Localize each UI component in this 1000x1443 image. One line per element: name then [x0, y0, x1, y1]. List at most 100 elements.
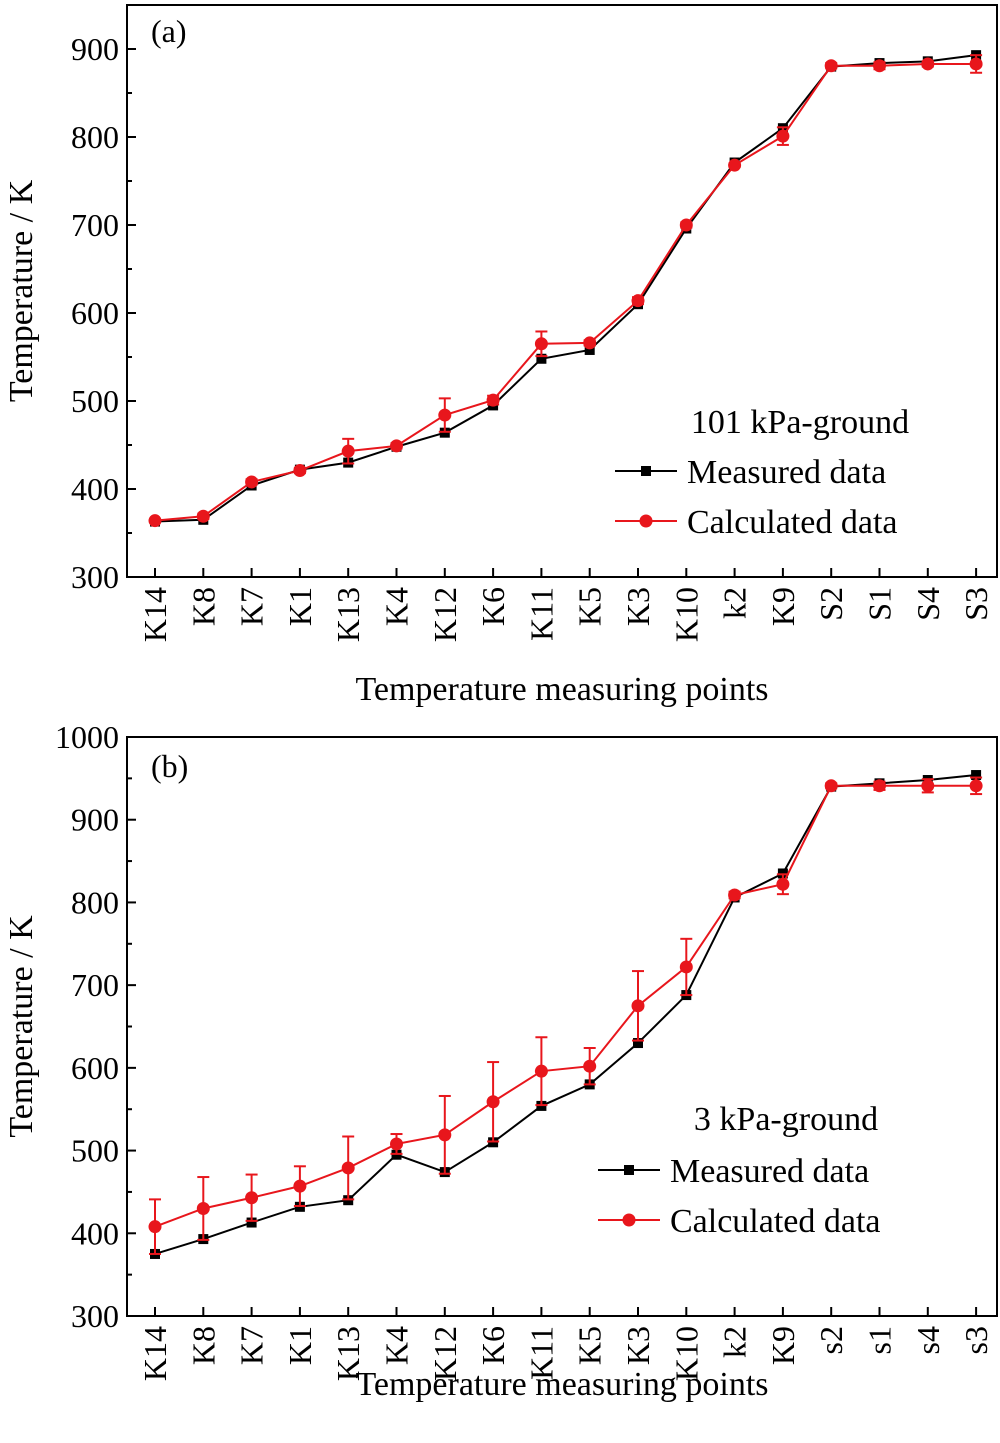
x-tick-label: K8 — [185, 587, 221, 626]
x-tick-label: s3 — [958, 1326, 994, 1354]
x-tick-label: k2 — [717, 587, 753, 619]
data-point — [631, 294, 645, 308]
data-point — [971, 770, 982, 781]
x-tick-label: K3 — [620, 1326, 656, 1365]
x-tick-label: K14 — [137, 587, 173, 642]
data-point — [824, 59, 838, 73]
data-point — [921, 779, 935, 793]
x-tick-label: K6 — [475, 587, 511, 626]
data-point — [728, 158, 742, 172]
y-tick-label: 1000 — [55, 719, 119, 755]
legend-item: Calculated data — [598, 1203, 881, 1240]
legend-title: 3 kPa-ground — [694, 1101, 878, 1138]
x-tick-label: K13 — [330, 587, 366, 642]
x-tick-label: K11 — [523, 1326, 559, 1380]
x-axis-title: Temperature measuring points — [355, 1366, 768, 1403]
x-tick-label: K8 — [185, 1326, 221, 1365]
legend-label: Measured data — [670, 1153, 869, 1190]
legend-label: Measured data — [687, 454, 886, 491]
y-tick-label: 900 — [71, 31, 119, 67]
data-point — [245, 475, 259, 489]
legend-marker — [622, 1213, 636, 1227]
data-point — [293, 464, 307, 478]
series-line — [154, 54, 977, 523]
plot-frame — [126, 4, 998, 578]
data-point — [438, 408, 452, 422]
data-point — [679, 960, 693, 974]
series-line — [154, 62, 977, 522]
data-point — [584, 344, 595, 355]
data-point — [245, 1191, 259, 1205]
x-tick-label: K12 — [427, 587, 463, 642]
y-tick-label: 300 — [71, 1298, 119, 1334]
data-point — [728, 888, 742, 902]
y-tick-label: 900 — [71, 802, 119, 838]
x-tick-label: K7 — [234, 587, 270, 626]
data-point — [921, 57, 935, 71]
x-tick-label: K6 — [475, 1326, 511, 1365]
series-calculated — [148, 776, 983, 1255]
data-point — [246, 1217, 257, 1228]
y-tick-label: 700 — [71, 967, 119, 1003]
x-tick-label: S4 — [910, 587, 946, 621]
data-point — [486, 1095, 500, 1109]
data-point — [390, 1137, 403, 1151]
y-tick-label: 700 — [71, 207, 119, 243]
data-point — [633, 1038, 643, 1049]
data-point — [873, 779, 886, 793]
x-tick-label: S3 — [958, 587, 994, 621]
x-tick-label: K9 — [765, 587, 801, 626]
legend-title: 101 kPa-ground — [691, 404, 909, 441]
data-point — [679, 218, 693, 232]
x-tick-label: S1 — [862, 587, 898, 621]
data-point — [196, 1201, 210, 1215]
x-tick-label: K10 — [668, 587, 704, 642]
x-tick-label: K10 — [668, 1326, 704, 1381]
x-tick-label: s2 — [813, 1326, 849, 1354]
y-tick-label: 800 — [71, 119, 119, 155]
legend-item: Calculated data — [615, 504, 898, 541]
x-tick-label: S2 — [813, 587, 849, 621]
x-tick-label: K5 — [572, 1326, 608, 1365]
x-tick-label: K13 — [330, 1326, 366, 1381]
x-tick-label: K4 — [379, 587, 415, 626]
chart-panel-a: 300 400 500 600 700 800 900 K14 K8 K7 K1 K13 K4 K12 K6… — [3, 4, 998, 708]
legend-marker — [624, 1165, 634, 1175]
x-tick-label: K5 — [572, 587, 608, 626]
y-tick-label: 600 — [71, 1050, 119, 1086]
data-point — [873, 59, 886, 73]
data-point — [148, 514, 162, 528]
x-tick-label: s4 — [910, 1326, 946, 1354]
y-axis-title: Temperature / K — [3, 179, 40, 402]
data-point — [824, 779, 838, 793]
legend: 101 kPa-ground Measured data Calculated da… — [615, 404, 909, 541]
x-tick-label: K12 — [427, 1326, 463, 1381]
legend: 3 kPa-ground Measured data Calculated data — [598, 1101, 881, 1240]
x-tick-label: K7 — [234, 1326, 270, 1365]
legend-item: Measured data — [615, 454, 886, 491]
y-axis-title: Temperature / K — [3, 915, 40, 1138]
x-tick-label: K9 — [765, 1326, 801, 1365]
data-point — [341, 1161, 355, 1175]
x-tick-label: K1 — [282, 1326, 318, 1365]
panel-label: (b) — [151, 748, 188, 784]
series-calculated — [148, 54, 983, 528]
y-tick-label: 500 — [71, 383, 119, 419]
x-tick-label: K14 — [137, 1326, 173, 1381]
data-point — [293, 1179, 307, 1193]
data-point — [776, 129, 790, 143]
y-tick-label: 300 — [71, 559, 119, 595]
data-point — [486, 393, 500, 407]
data-point — [631, 999, 645, 1013]
legend-marker — [641, 466, 651, 476]
x-tick-label: K4 — [379, 1326, 415, 1365]
y-tick-label: 600 — [71, 295, 119, 331]
data-point — [536, 353, 547, 364]
series-line — [154, 784, 977, 1228]
x-tick-label: K3 — [620, 587, 656, 626]
data-point — [969, 779, 983, 793]
x-tick-label: K11 — [523, 587, 559, 641]
chart-panel-b: 300 400 500 600 700 800 900 1000 K14 K8 K7 K1 K13 K4 K… — [3, 719, 998, 1403]
data-point — [583, 1059, 597, 1073]
